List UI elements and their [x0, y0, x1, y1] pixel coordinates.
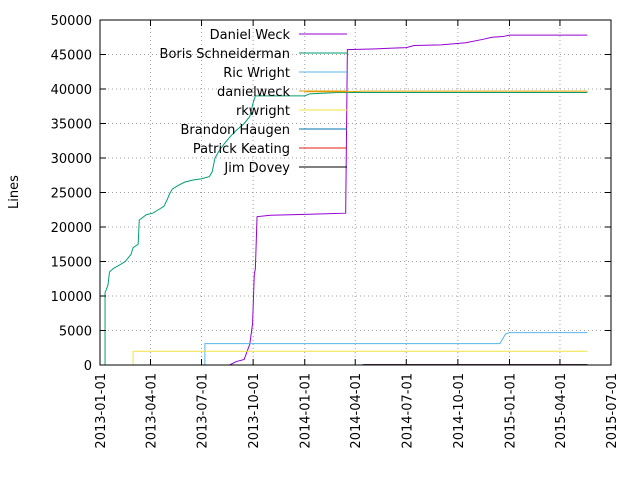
x-tick-label: 2014-07-01 [400, 373, 415, 449]
y-tick-label: 35000 [51, 118, 92, 133]
x-tick-label: 2014-10-01 [452, 373, 467, 449]
x-tick-label: 2013-10-01 [247, 373, 262, 449]
x-tick-label: 2014-01-01 [299, 373, 314, 449]
legend-label: Daniel Weck [210, 28, 291, 43]
legend-label: Boris Schneiderman [160, 47, 290, 62]
legend-label: Patrick Keating [193, 142, 290, 157]
y-tick-label: 50000 [51, 14, 92, 29]
y-axis-label: Lines [7, 175, 22, 209]
legend-label: danielweck [217, 85, 290, 100]
legend-label: rkwright [236, 104, 290, 119]
legend: Daniel Weck Boris Schneiderman Ric Wright d… [160, 28, 347, 176]
y-tick-label: 30000 [51, 152, 92, 167]
series-line-daniel-weck [229, 34, 588, 366]
y-axis: 0 5000 10000 15000 20000 25000 30000 35000 40000… [51, 14, 611, 374]
legend-label: Brandon Haugen [180, 123, 290, 138]
x-tick-label: 2013-01-01 [94, 373, 109, 449]
grid-layer [100, 20, 611, 365]
y-tick-label: 5000 [59, 325, 92, 340]
series-layer [104, 34, 588, 366]
y-tick-label: 0 [84, 359, 92, 374]
legend-label: Jim Dovey [223, 161, 290, 176]
x-tick-label: 2014-04-01 [349, 373, 364, 449]
x-tick-label: 2013-04-01 [144, 373, 159, 449]
y-tick-label: 45000 [51, 49, 92, 64]
series-line-ric-wright [204, 332, 588, 365]
series-line-danielweck [304, 90, 588, 93]
series-line-rkwright [132, 350, 588, 365]
y-tick-label: 25000 [51, 187, 92, 202]
x-tick-label: 2015-04-01 [554, 373, 569, 449]
x-axis: 2013-01-01 2013-04-01 2013-07-01 2013-10-01… [94, 20, 620, 449]
series-line-boris-schneiderman [104, 91, 588, 365]
legend-label: Ric Wright [223, 66, 290, 81]
y-tick-label: 15000 [51, 256, 92, 271]
y-tick-label: 40000 [51, 83, 92, 98]
x-tick-label: 2013-07-01 [196, 373, 211, 449]
y-tick-label: 20000 [51, 221, 92, 236]
y-tick-label: 10000 [51, 290, 92, 305]
x-tick-label: 2015-07-01 [605, 373, 620, 449]
x-tick-label: 2015-01-01 [503, 373, 518, 449]
